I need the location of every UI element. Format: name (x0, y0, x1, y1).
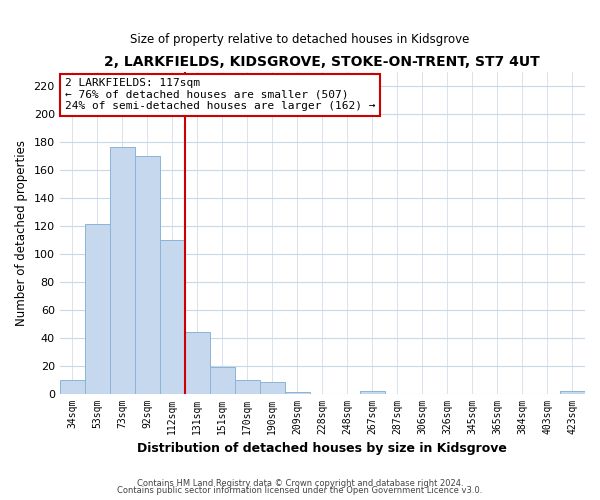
Bar (110, 147, 135, 394)
X-axis label: Distribution of detached houses by size in Kidsgrove: Distribution of detached houses by size … (137, 442, 507, 455)
Bar (260, 382, 285, 394)
Bar (135, 156, 160, 394)
Bar (360, 391, 385, 394)
Text: Size of property relative to detached houses in Kidsgrove: Size of property relative to detached ho… (130, 32, 470, 46)
Bar (85, 224, 110, 394)
Bar (160, 240, 185, 394)
Bar (59, 380, 85, 394)
Bar (235, 380, 260, 394)
Text: Contains public sector information licensed under the Open Government Licence v3: Contains public sector information licen… (118, 486, 482, 495)
Title: 2, LARKFIELDS, KIDSGROVE, STOKE-ON-TRENT, ST7 4UT: 2, LARKFIELDS, KIDSGROVE, STOKE-ON-TRENT… (104, 55, 540, 69)
Bar (185, 332, 210, 394)
Y-axis label: Number of detached properties: Number of detached properties (15, 140, 28, 326)
Bar (210, 367, 235, 394)
Bar (560, 391, 585, 394)
Text: 2 LARKFIELDS: 117sqm
← 76% of detached houses are smaller (507)
24% of semi-deta: 2 LARKFIELDS: 117sqm ← 76% of detached h… (65, 78, 376, 111)
Text: Contains HM Land Registry data © Crown copyright and database right 2024.: Contains HM Land Registry data © Crown c… (137, 478, 463, 488)
Bar (285, 392, 310, 394)
